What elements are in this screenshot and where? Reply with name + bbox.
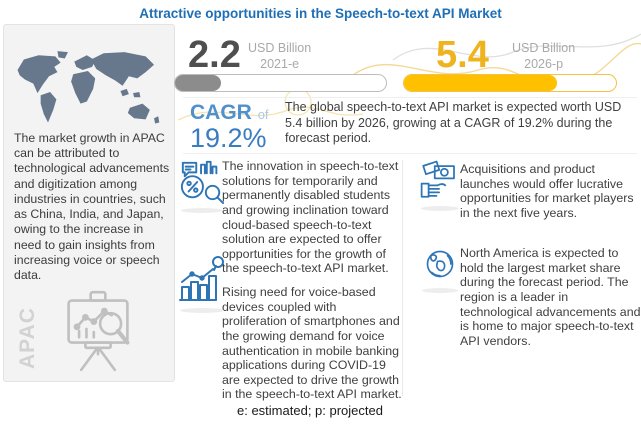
footnote: e: estimated; p: projected — [237, 403, 383, 418]
market-value-2021: 2.2 — [188, 34, 241, 76]
cagr-block: CAGR of 19.2% — [190, 101, 269, 154]
market-unit-2021: USD Billion 2021-e — [248, 40, 311, 73]
globe-icon — [426, 250, 454, 278]
apac-label: APAC — [16, 307, 39, 369]
icon-shadow — [181, 208, 223, 213]
icon-shadow — [180, 308, 224, 313]
presentation-chart-icon — [67, 290, 130, 372]
money-hand-icon — [420, 160, 455, 198]
apac-panel: The market growth in APAC can be attribu… — [3, 24, 175, 382]
cagr-of: of — [257, 107, 269, 122]
progress-bar-2021 — [174, 74, 387, 92]
bullet-item: The innovation in speech-to-text solutio… — [222, 159, 399, 276]
icon-shadow — [422, 288, 458, 293]
unit-label: USD Billion — [512, 41, 576, 55]
cagr-label: CAGR — [190, 101, 252, 124]
unit-label: USD Billion — [248, 41, 312, 55]
progress-fill-2021 — [175, 75, 222, 91]
market-value-2026: 5.4 — [436, 34, 489, 76]
cagr-value: 19.2% — [190, 123, 267, 153]
bullet-item: Acquisitions and product launches would … — [460, 162, 634, 220]
apac-paragraph: The market growth in APAC can be attribu… — [14, 131, 170, 283]
divider — [183, 153, 637, 154]
market-summary: The global speech-to-text API market is … — [285, 100, 622, 146]
bullet-item: North America is expected to hold the la… — [460, 246, 641, 348]
divider — [183, 97, 637, 98]
icon-shadow — [421, 206, 459, 211]
page-title: Attractive opportunities in the Speech-t… — [139, 6, 502, 21]
growth-chart-icon — [179, 256, 224, 301]
divider — [402, 160, 403, 396]
bullet-item: Rising need for voice-based devices coup… — [222, 285, 402, 402]
period-label: 2026-p — [524, 57, 564, 72]
progress-bar-2026 — [403, 74, 617, 92]
progress-fill-2026 — [404, 75, 557, 91]
speech-analytics-icon — [180, 160, 225, 204]
period-label: 2021-e — [260, 57, 300, 72]
world-map — [17, 51, 160, 124]
market-unit-2026: USD Billion 2026-p — [512, 40, 575, 73]
